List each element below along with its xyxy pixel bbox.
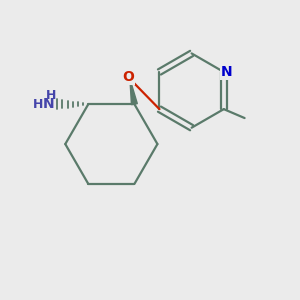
Text: H: H <box>33 98 43 111</box>
Polygon shape <box>130 79 137 105</box>
Text: H: H <box>46 89 56 102</box>
Text: N: N <box>221 65 232 79</box>
Text: O: O <box>122 70 134 84</box>
Text: N: N <box>43 97 55 111</box>
